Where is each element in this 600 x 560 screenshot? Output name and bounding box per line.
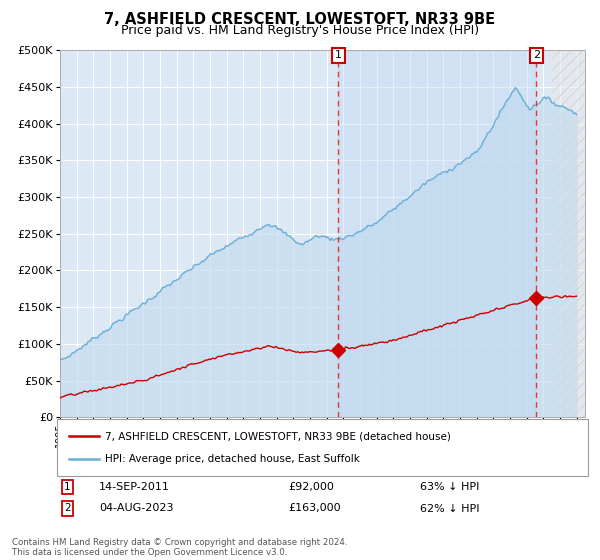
Text: Contains HM Land Registry data © Crown copyright and database right 2024.
This d: Contains HM Land Registry data © Crown c… — [12, 538, 347, 557]
Text: 14-SEP-2011: 14-SEP-2011 — [99, 482, 170, 492]
Bar — [338, 50, 536, 417]
Text: 63% ↓ HPI: 63% ↓ HPI — [420, 482, 479, 492]
Text: 2: 2 — [533, 50, 540, 60]
Text: 1: 1 — [64, 482, 71, 492]
Text: 2: 2 — [64, 503, 71, 514]
Text: £163,000: £163,000 — [288, 503, 341, 514]
Text: 62% ↓ HPI: 62% ↓ HPI — [420, 503, 479, 514]
Text: 7, ASHFIELD CRESCENT, LOWESTOFT, NR33 9BE: 7, ASHFIELD CRESCENT, LOWESTOFT, NR33 9B… — [104, 12, 496, 27]
Text: HPI: Average price, detached house, East Suffolk: HPI: Average price, detached house, East… — [105, 454, 360, 464]
Bar — [551, 50, 585, 417]
Bar — [551, 50, 585, 417]
Text: £92,000: £92,000 — [288, 482, 334, 492]
Text: 1: 1 — [335, 50, 342, 60]
Text: Price paid vs. HM Land Registry's House Price Index (HPI): Price paid vs. HM Land Registry's House … — [121, 24, 479, 36]
Text: 04-AUG-2023: 04-AUG-2023 — [99, 503, 173, 514]
Text: 7, ASHFIELD CRESCENT, LOWESTOFT, NR33 9BE (detached house): 7, ASHFIELD CRESCENT, LOWESTOFT, NR33 9B… — [105, 431, 451, 441]
